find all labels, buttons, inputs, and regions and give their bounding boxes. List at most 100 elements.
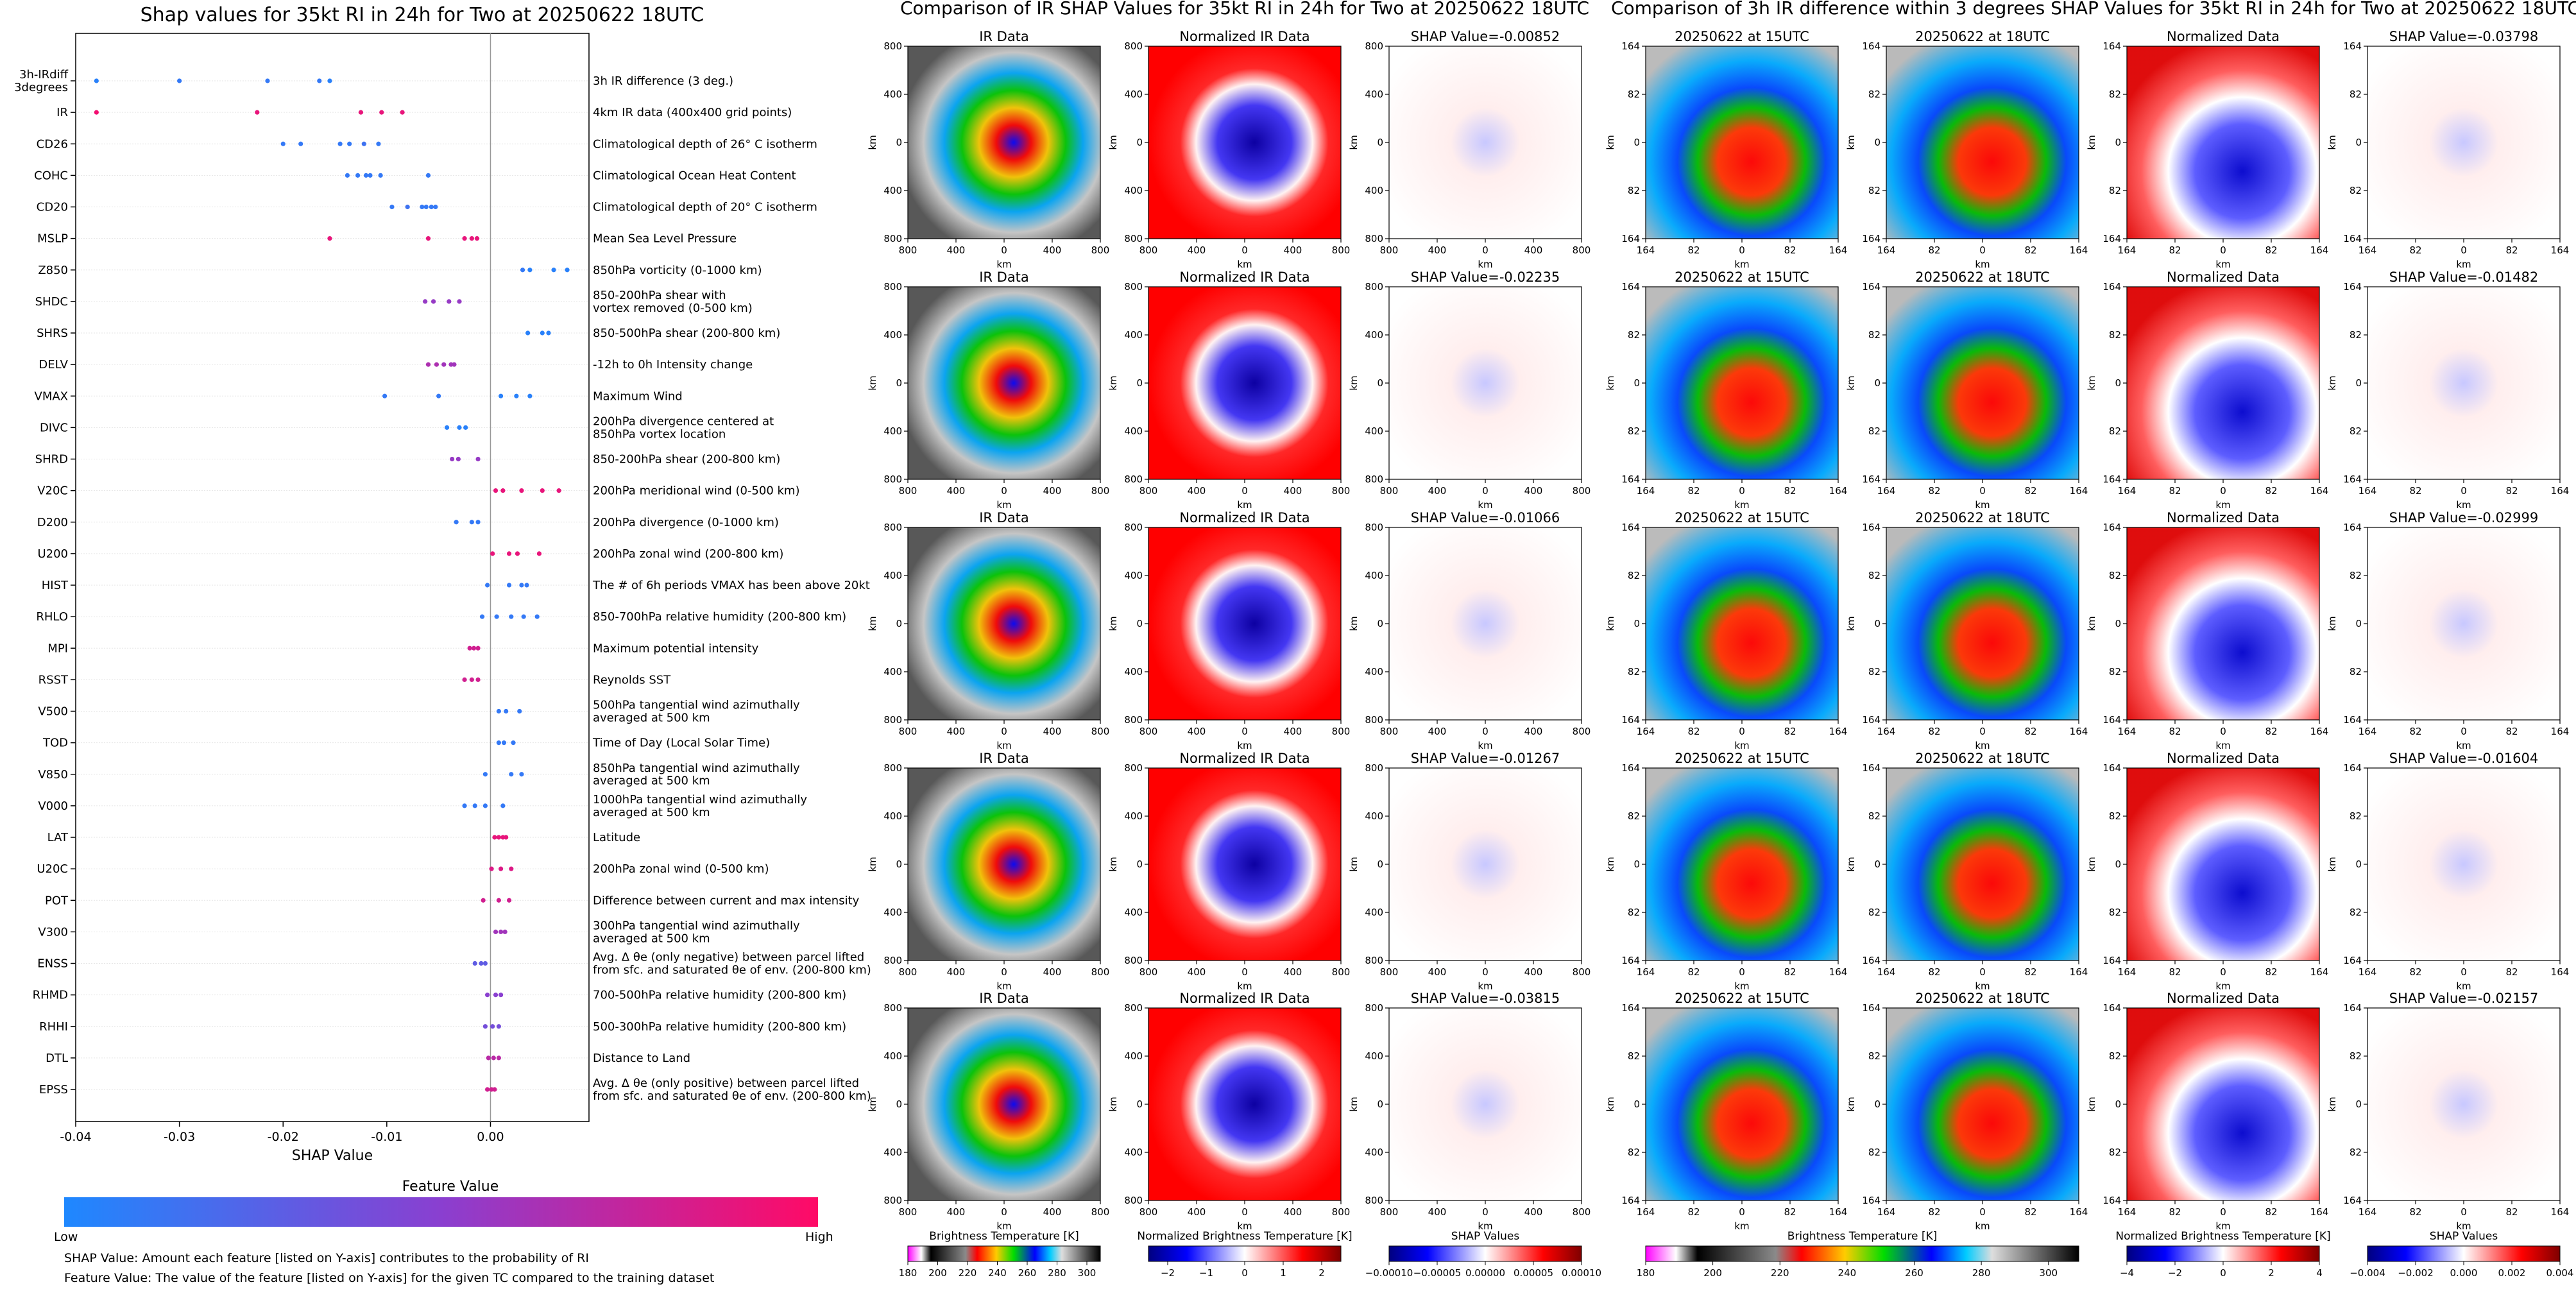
ir3h-panel-field — [2367, 1008, 2560, 1200]
colorbar-tick-label: −2 — [2168, 1267, 2182, 1279]
x-tick-label: 800 — [1139, 485, 1158, 497]
shap-point — [482, 772, 488, 777]
y-tick-label: 0 — [1136, 618, 1143, 629]
x-tick-label: 400 — [1284, 966, 1302, 978]
y-tick-label: 0 — [1633, 858, 1640, 870]
x-tick-label: 800 — [1091, 1206, 1110, 1218]
y-tick-label: 164 — [1862, 714, 1881, 726]
ir3h-panel-title: Normalized Data — [2167, 510, 2280, 525]
x-tick-label: 800 — [1573, 966, 1591, 978]
ir-panel-title: Normalized IR Data — [1179, 991, 1309, 1006]
y-tick-label: 400 — [1124, 329, 1143, 341]
feature-desc-10: Maximum Wind — [593, 389, 683, 403]
x-tick-label: 400 — [1428, 244, 1447, 256]
x-tick-label: 800 — [1091, 966, 1110, 978]
y-axis-label: km — [1348, 616, 1360, 631]
feature-desc-4: Climatological depth of 20° C isotherm — [593, 201, 817, 214]
x-tick-label: 0 — [1739, 1206, 1745, 1218]
x-tick-label: 0 — [1001, 244, 1007, 256]
shap-point — [347, 141, 352, 146]
x-tick-label: 164 — [2358, 1206, 2377, 1218]
x-tick-label: 82 — [1687, 1206, 1700, 1218]
shap-point — [423, 299, 428, 304]
y-tick-label: 0 — [1874, 618, 1881, 629]
x-tick-label: 82 — [1928, 485, 1940, 497]
colorbar-tick-label: −0.00005 — [1413, 1267, 1462, 1279]
feature-name-14: D200 — [37, 516, 68, 529]
ir-panel-field — [1148, 1008, 1341, 1200]
shap-point — [519, 583, 524, 588]
x-tick-label: 164 — [1829, 966, 1848, 978]
shap-point — [462, 803, 467, 808]
x-tick-label: 800 — [1380, 1206, 1399, 1218]
shap-point — [327, 78, 332, 83]
x-axis-label: km — [2456, 980, 2471, 992]
feature-name-32: EPSS — [39, 1083, 68, 1097]
y-tick-label: 82 — [2350, 1050, 2362, 1062]
feature-name-24: LAT — [47, 831, 69, 844]
y-tick-label: 800 — [883, 281, 902, 293]
shap-point — [475, 520, 481, 525]
ir3h-panel-title: SHAP Value=-0.02157 — [2389, 991, 2539, 1006]
x-tick-label: 800 — [899, 726, 917, 737]
shap-point — [472, 803, 477, 808]
x-tick-label: 0 — [2461, 1206, 2467, 1218]
shap-point — [492, 1087, 497, 1092]
ir3h-panel-field — [2127, 287, 2319, 479]
y-axis-label: km — [1845, 375, 1857, 390]
shap-point — [265, 78, 270, 83]
x-tick-label: 400 — [1284, 244, 1302, 256]
x-tick-label: 164 — [2070, 726, 2088, 737]
y-tick-label: 164 — [2103, 762, 2121, 774]
ir-panel-title: Normalized IR Data — [1179, 269, 1309, 285]
colorbar-tick-label: 4 — [2316, 1267, 2323, 1279]
colorbar-tick-label: 220 — [959, 1267, 977, 1279]
y-tick-label: 800 — [1365, 762, 1383, 774]
y-axis-label: km — [1845, 135, 1857, 149]
feature-name-29: RHMD — [33, 989, 68, 1002]
x-tick-label: 0 — [1979, 966, 1986, 978]
ir-panel-field — [1148, 768, 1341, 960]
x-tick-label: 0 — [2220, 1206, 2226, 1218]
x-tick-label: 800 — [1139, 1206, 1158, 1218]
y-tick-label: 164 — [1862, 1195, 1881, 1206]
colorbar-tick-label: 260 — [1018, 1267, 1037, 1279]
ir-panel-field — [908, 527, 1100, 720]
colorbar-tick-label: 220 — [1771, 1267, 1789, 1279]
y-tick-label: 0 — [1136, 137, 1143, 148]
shap-point — [482, 803, 488, 808]
feature-desc-32: Avg. Δ θe (only positive) between parcel… — [593, 1077, 871, 1103]
ir3h-panel-title: Normalized Data — [2167, 29, 2280, 44]
shap-point — [540, 488, 545, 493]
x-tick-label: 164 — [1637, 1206, 1655, 1218]
y-tick-label: 164 — [2343, 762, 2362, 774]
colorbar-tick-label: 0.00005 — [1514, 1267, 1553, 1279]
x-tick-label: 164 — [2118, 966, 2137, 978]
y-tick-label: 400 — [1365, 425, 1383, 437]
feature-name-28: ENSS — [37, 957, 68, 971]
x-tick-label: 400 — [1188, 244, 1206, 256]
shap-point — [469, 520, 474, 525]
y-axis-label: km — [1348, 375, 1360, 390]
x-tick-label: 0 — [1241, 966, 1248, 978]
x-tick-label: 400 — [1043, 726, 1062, 737]
x-tick-label: 82 — [2169, 244, 2181, 256]
feature-name-17: RHLO — [36, 610, 68, 624]
x-tick-label: 164 — [2118, 1206, 2137, 1218]
ir3h-panel-title: 20250622 at 18UTC — [1915, 751, 2050, 766]
shap-point — [491, 1055, 496, 1061]
x-tick-label: 82 — [1928, 1206, 1940, 1218]
x-tick-label: 164 — [1877, 485, 1896, 497]
shap-point — [434, 362, 439, 367]
shap-point — [463, 425, 468, 430]
ir-panel-title: SHAP Value=-0.01267 — [1411, 751, 1560, 766]
colorbar-tick-label: 300 — [2039, 1267, 2058, 1279]
y-tick-label: 400 — [1365, 570, 1383, 581]
shap-point — [454, 520, 459, 525]
ir3h-panel-field — [1646, 287, 1838, 479]
y-tick-label: 82 — [1868, 666, 1881, 678]
y-tick-label: 164 — [2103, 40, 2121, 52]
shap-point — [490, 551, 495, 556]
y-tick-label: 82 — [2350, 1147, 2362, 1158]
y-tick-label: 800 — [1365, 714, 1383, 726]
